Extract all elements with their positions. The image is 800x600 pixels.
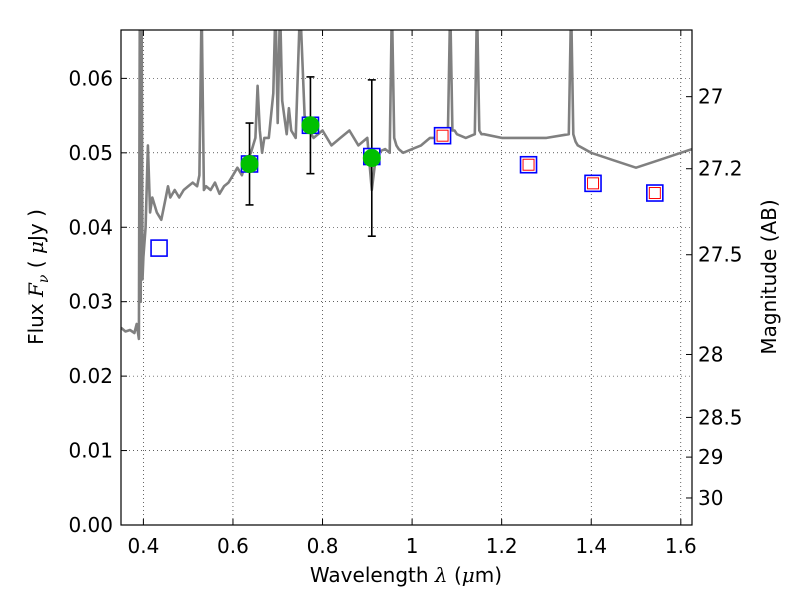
x-tick-label: 0.6 xyxy=(217,534,249,558)
model-point-inner xyxy=(587,177,600,190)
x-tick-label: 1.2 xyxy=(486,534,518,558)
y-tick-label: 0.06 xyxy=(68,66,113,90)
y-ticks: 0.00 0.01 0.02 0.03 0.04 0.05 0.06 xyxy=(68,66,127,537)
spectrum-line xyxy=(121,30,692,341)
x-tick-label: 0.4 xyxy=(127,534,159,558)
y-tick-label: 0.05 xyxy=(68,141,113,165)
observed-point xyxy=(301,116,320,135)
y-tick-label: 0.01 xyxy=(68,439,113,463)
y2-tick-label: 29 xyxy=(698,445,723,469)
errorbar-layer xyxy=(245,76,376,237)
model-point-inner xyxy=(522,158,535,171)
y-tick-label: 0.03 xyxy=(68,290,113,314)
model-point-inner xyxy=(436,129,449,142)
y2-tick-label: 27 xyxy=(698,85,723,109)
model-point-box xyxy=(519,155,538,174)
observed-point xyxy=(362,149,381,168)
model-point-inner xyxy=(648,187,661,200)
model-point-box xyxy=(584,174,602,193)
y2-tick-label: 28 xyxy=(698,342,723,366)
x-tick-label: 1.4 xyxy=(575,534,607,558)
model-point-box xyxy=(433,126,452,145)
model-point-box xyxy=(646,184,664,202)
x-axis-label: Wavelength λ (μm) xyxy=(310,563,502,587)
y2-tick-label: 27.5 xyxy=(698,243,743,267)
x-tick-label: 1.6 xyxy=(665,534,697,558)
model-box-layer xyxy=(150,116,664,257)
y-tick-label: 0.00 xyxy=(68,513,113,537)
spectrum-layer xyxy=(121,30,692,341)
model-point-box xyxy=(150,239,168,257)
x-tick-label: 1 xyxy=(406,534,419,558)
y2-tick-label: 27.2 xyxy=(698,157,743,181)
y-tick-label: 0.04 xyxy=(68,215,113,239)
observed-point-layer xyxy=(240,116,381,173)
y-tick-label: 0.02 xyxy=(68,364,113,388)
y-axis-label: Flux Fν ( μJy ) xyxy=(24,209,52,345)
x-ticks: 0.4 0.6 0.8 1 1.2 1.4 1.6 xyxy=(127,30,697,558)
y2-tick-label: 28.5 xyxy=(698,405,743,429)
y2-ticks: 27 27.2 27.5 28 28.5 29 30 xyxy=(686,85,743,510)
y2-tick-label: 30 xyxy=(698,486,723,510)
observed-point xyxy=(240,154,259,173)
grid-lines xyxy=(121,30,692,526)
x-tick-label: 0.8 xyxy=(307,534,339,558)
plot-frame xyxy=(120,29,693,526)
y2-axis-label: Magnitude (AB) xyxy=(757,199,781,354)
